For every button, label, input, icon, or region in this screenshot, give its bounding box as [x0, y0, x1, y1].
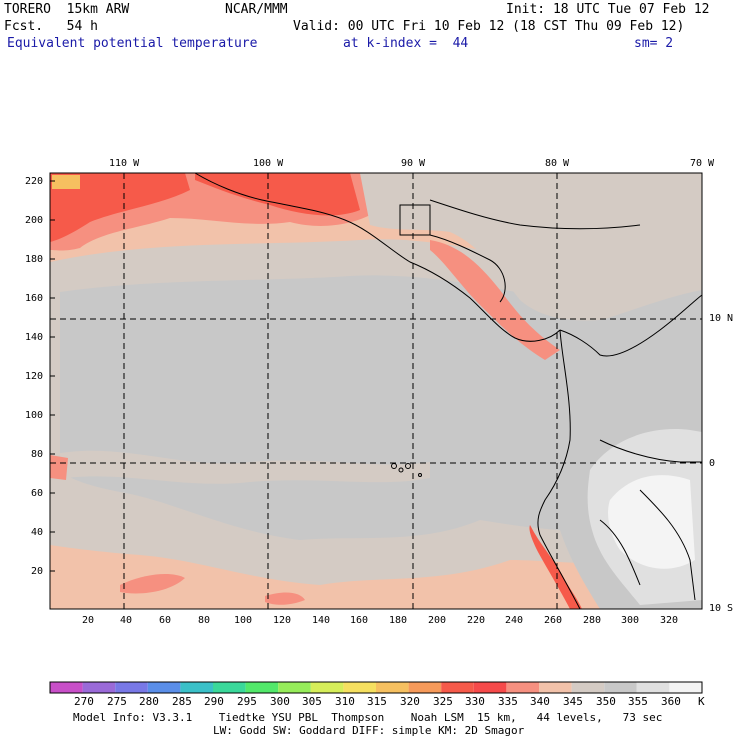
- model-info: Model Info: V3.3.1 Tiedtke YSU PBL Thomp…: [73, 711, 663, 724]
- y-tick: 140: [25, 332, 44, 343]
- x-tick: 120: [273, 615, 292, 626]
- lon-label-80w: 80 W: [545, 158, 570, 169]
- level-label: at k-index = 44: [343, 36, 469, 51]
- x-tick: 100: [234, 615, 253, 626]
- y-tick: 60: [31, 488, 44, 499]
- shaded-field: [50, 173, 702, 609]
- y-tick: 20: [31, 566, 44, 577]
- colorbar-label: 275: [107, 695, 127, 708]
- org-label: NCAR/MMM: [225, 2, 288, 17]
- x-tick: 60: [159, 615, 172, 626]
- model-title: TORERO 15km ARW: [4, 2, 130, 17]
- x-tick: 300: [621, 615, 640, 626]
- colorbar-unit: K: [698, 695, 705, 708]
- colorbar-label: 300: [270, 695, 290, 708]
- colorbar-label: 295: [237, 695, 257, 708]
- init-time: Init: 18 UTC Tue 07 Feb 12: [506, 2, 710, 17]
- x-tick: 220: [467, 615, 486, 626]
- x-tick: 40: [120, 615, 133, 626]
- colorbar-label: 335: [498, 695, 518, 708]
- forecast-hour: Fcst. 54 h: [4, 19, 98, 34]
- smoothing-label: sm= 2: [634, 36, 674, 51]
- x-tick: 280: [583, 615, 602, 626]
- x-tick: 80: [198, 615, 211, 626]
- lon-label-100w: 100 W: [253, 158, 284, 169]
- colorbar-label: 345: [563, 695, 583, 708]
- colorbar-label: 325: [433, 695, 453, 708]
- colorbar-label: 290: [204, 695, 224, 708]
- colorbar-label: 360: [661, 695, 681, 708]
- colorbar-label: 280: [139, 695, 159, 708]
- lat-label-10n: 10 N: [709, 313, 734, 324]
- x-tick: 20: [82, 615, 95, 626]
- y-tick: 160: [25, 293, 44, 304]
- y-tick: 100: [25, 410, 44, 421]
- colorbar-label: 310: [335, 695, 355, 708]
- y-tick: 120: [25, 371, 44, 382]
- lon-label-70w: 70 W: [690, 158, 715, 169]
- x-tick: 140: [312, 615, 331, 626]
- map-frame: [49, 172, 703, 610]
- y-tick: 180: [25, 254, 44, 265]
- x-tick: 260: [544, 615, 563, 626]
- x-tick: 320: [660, 615, 679, 626]
- x-tick: 200: [428, 615, 447, 626]
- colorbar-label: 330: [465, 695, 485, 708]
- y-tick: 40: [31, 527, 44, 538]
- lon-label-90w: 90 W: [401, 158, 426, 169]
- lat-label-10s: 10 S: [709, 603, 734, 614]
- colorbar: [49, 681, 703, 694]
- field-name: Equivalent potential temperature: [7, 36, 258, 51]
- colorbar-label: 305: [302, 695, 322, 708]
- x-tick: 180: [389, 615, 408, 626]
- y-tick: 80: [31, 449, 44, 460]
- x-tick: 160: [350, 615, 369, 626]
- colorbar-label: 320: [400, 695, 420, 708]
- colorbar-label: 285: [172, 695, 192, 708]
- y-tick: 200: [25, 215, 44, 226]
- valid-time: Valid: 00 UTC Fri 10 Feb 12 (18 CST Thu …: [293, 19, 685, 34]
- x-tick: 240: [505, 615, 524, 626]
- physics-info: LW: Godd SW: Goddard DIFF: simple KM: 2D…: [213, 724, 525, 737]
- y-tick: 220: [25, 176, 44, 187]
- colorbar-label: 355: [628, 695, 648, 708]
- lat-label-0: 0: [709, 458, 716, 469]
- colorbar-label: 340: [530, 695, 550, 708]
- lon-label-110w: 110 W: [109, 158, 140, 169]
- colorbar-label: 315: [367, 695, 387, 708]
- graticule: [50, 173, 702, 609]
- colorbar-label: 350: [596, 695, 616, 708]
- colorbar-label: 270: [74, 695, 94, 708]
